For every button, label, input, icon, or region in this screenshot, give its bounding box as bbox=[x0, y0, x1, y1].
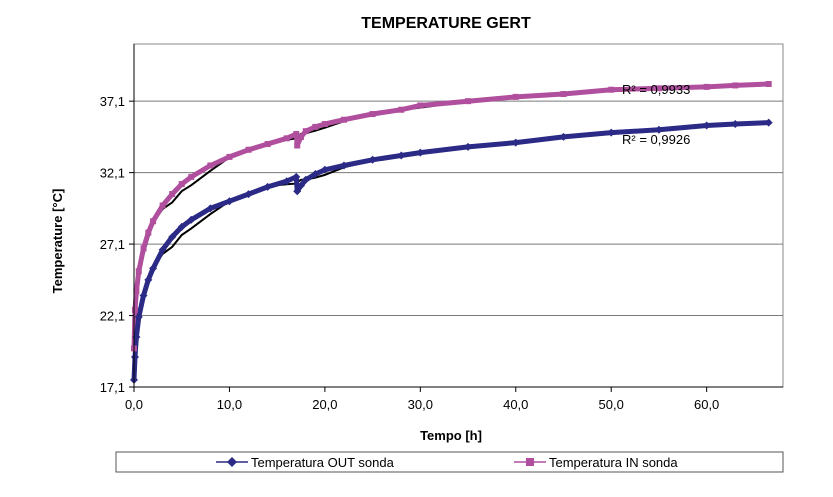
data-point bbox=[159, 202, 166, 209]
data-point bbox=[188, 173, 195, 180]
legend-out-diamond-icon bbox=[227, 457, 237, 467]
x-axis-label: Tempo [h] bbox=[420, 428, 482, 443]
data-point bbox=[130, 352, 139, 361]
data-point bbox=[764, 118, 773, 127]
data-point bbox=[511, 138, 520, 147]
data-point bbox=[369, 111, 376, 118]
data-point bbox=[732, 82, 739, 89]
data-point bbox=[149, 264, 158, 273]
data-point bbox=[131, 306, 138, 313]
y-tick-label: 32,1 bbox=[100, 166, 125, 181]
data-point bbox=[416, 148, 425, 157]
legend-in-square-icon bbox=[526, 458, 534, 466]
data-point bbox=[311, 170, 320, 179]
data-point bbox=[297, 181, 306, 190]
data-point bbox=[169, 191, 176, 198]
x-tick-label: 30,0 bbox=[408, 397, 433, 412]
r2-label-out: R² = 0,9926 bbox=[622, 132, 690, 147]
legend-out-label: Temperatura OUT sonda bbox=[251, 455, 395, 470]
data-point bbox=[158, 245, 167, 254]
data-point bbox=[301, 175, 310, 184]
data-point bbox=[321, 121, 328, 128]
data-point bbox=[264, 141, 271, 148]
x-tick-label: 0,0 bbox=[125, 397, 143, 412]
data-point bbox=[702, 121, 711, 130]
data-point bbox=[731, 120, 740, 129]
data-point bbox=[293, 131, 300, 138]
data-point bbox=[178, 181, 185, 188]
data-point bbox=[560, 91, 567, 98]
x-tick-label: 20,0 bbox=[312, 397, 337, 412]
data-point bbox=[145, 229, 152, 236]
r2-label-in: R² = 0,9933 bbox=[622, 82, 690, 97]
data-point bbox=[283, 135, 290, 142]
data-point bbox=[512, 93, 519, 100]
data-point bbox=[177, 222, 186, 231]
data-point bbox=[245, 146, 252, 153]
y-tick-label: 27,1 bbox=[100, 237, 125, 252]
data-point bbox=[263, 182, 272, 191]
data-point bbox=[226, 153, 233, 160]
y-axis-label: Temperature [°C] bbox=[50, 189, 65, 294]
legend-box bbox=[115, 451, 784, 473]
y-tick-label: 17,1 bbox=[100, 380, 125, 395]
data-point bbox=[207, 162, 214, 169]
data-point bbox=[398, 106, 405, 113]
data-point bbox=[654, 125, 663, 134]
y-tick-label: 22,1 bbox=[100, 309, 125, 324]
series-line bbox=[131, 81, 769, 349]
data-point bbox=[292, 172, 301, 181]
data-point bbox=[225, 197, 234, 206]
data-point bbox=[139, 291, 148, 300]
x-tick-label: 10,0 bbox=[217, 397, 242, 412]
data-point bbox=[417, 102, 424, 109]
data-point bbox=[559, 132, 568, 141]
data-point bbox=[320, 165, 329, 174]
y-axis-ticks: 17,1 22,1 27,1 32,1 37,1 bbox=[100, 94, 134, 395]
x-tick-label: 40,0 bbox=[503, 397, 528, 412]
data-point bbox=[244, 190, 253, 199]
data-point bbox=[282, 177, 291, 186]
x-axis-ticks: 0,0 10,0 20,0 30,0 40,0 50,0 60,0 bbox=[125, 387, 719, 412]
data-point bbox=[703, 83, 710, 90]
data-point bbox=[655, 85, 662, 92]
data-point bbox=[312, 123, 319, 130]
data-point bbox=[765, 81, 772, 88]
data-point bbox=[150, 218, 157, 225]
data-point bbox=[397, 151, 406, 160]
data-point bbox=[294, 142, 301, 149]
data-point bbox=[144, 275, 153, 284]
data-point bbox=[140, 245, 147, 252]
data-point bbox=[134, 312, 143, 321]
x-tick-label: 60,0 bbox=[694, 397, 719, 412]
data-point bbox=[298, 133, 305, 140]
y-tick-label: 37,1 bbox=[100, 94, 125, 109]
data-point bbox=[608, 86, 615, 93]
data-point bbox=[339, 161, 348, 170]
data-point bbox=[465, 98, 472, 105]
data-point bbox=[206, 204, 215, 213]
data-point bbox=[607, 128, 616, 137]
data-point bbox=[168, 232, 177, 241]
chart-title: TEMPERATURE GERT bbox=[361, 15, 531, 32]
data-point bbox=[135, 268, 142, 275]
x-tick-label: 50,0 bbox=[599, 397, 624, 412]
series-lines bbox=[131, 81, 769, 381]
legend-in-label: Temperatura IN sonda bbox=[549, 455, 678, 470]
data-point bbox=[187, 215, 196, 224]
data-point bbox=[368, 155, 377, 164]
data-point bbox=[340, 116, 347, 123]
legend: Temperatura OUT sonda Temperatura IN son… bbox=[115, 451, 784, 473]
data-point bbox=[133, 288, 140, 295]
data-point bbox=[464, 142, 473, 151]
data-point bbox=[293, 187, 302, 196]
data-point bbox=[302, 128, 309, 135]
series-line bbox=[131, 120, 769, 381]
